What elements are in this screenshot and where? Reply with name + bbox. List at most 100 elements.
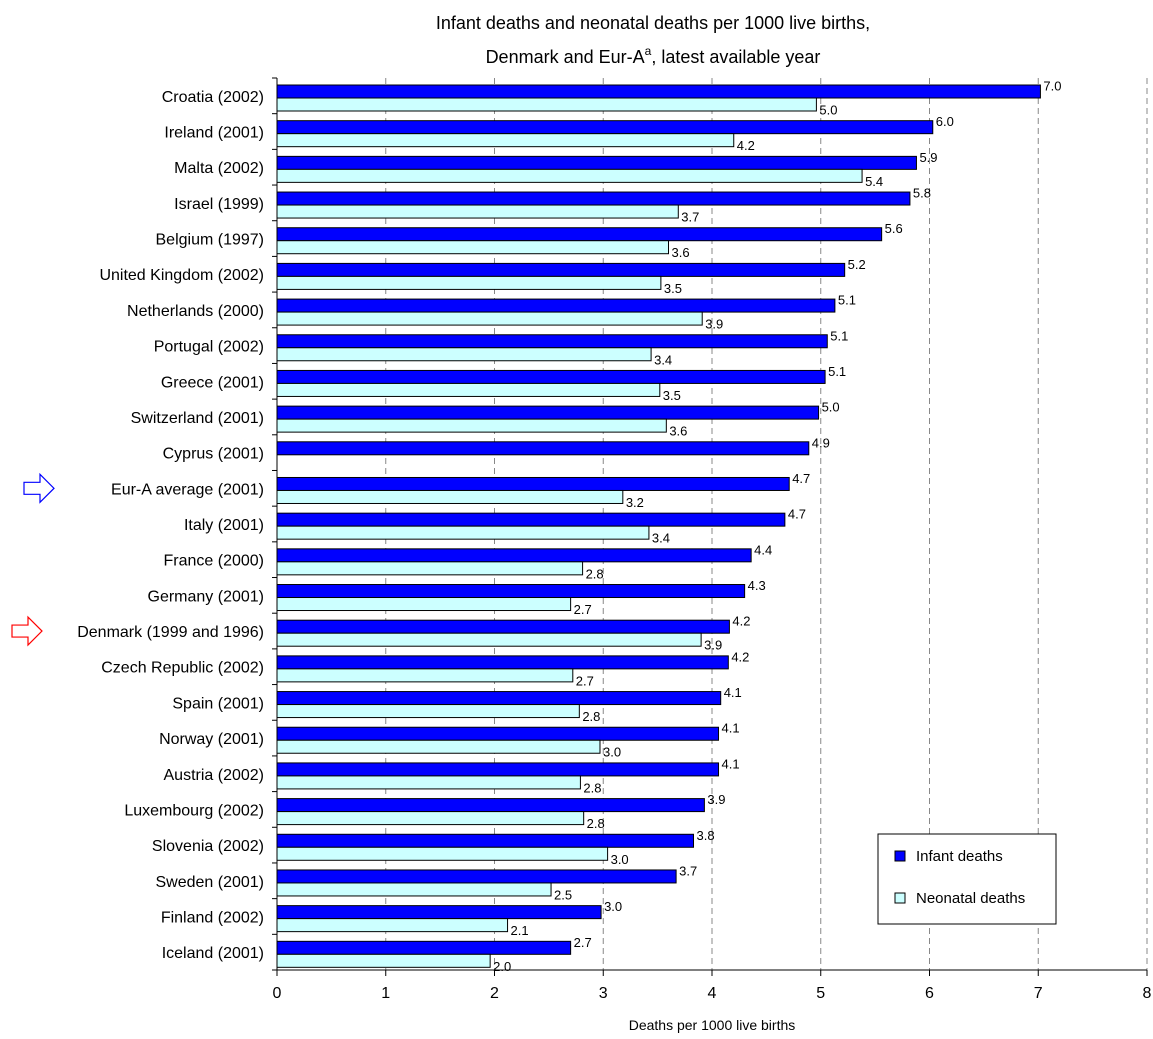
bar-neonatal-deaths	[276, 632, 702, 647]
bar-infant-deaths	[276, 655, 729, 670]
bar-neonatal-deaths	[276, 311, 703, 326]
data-label: 3.8	[697, 828, 715, 843]
data-label: 5.0	[819, 103, 837, 118]
category-label: Cyprus (2001)	[163, 446, 264, 463]
bar-infant-deaths	[276, 619, 730, 634]
category-label: Italy (2001)	[184, 517, 264, 534]
bar-neonatal-deaths	[276, 846, 609, 861]
category-label: Denmark (1999 and 1996)	[77, 624, 264, 641]
data-label: 4.1	[722, 721, 740, 736]
data-label: 3.9	[705, 317, 723, 332]
legend-swatch-neonatal	[894, 892, 906, 904]
arrow-icon	[23, 472, 55, 504]
category-label: United Kingdom (2002)	[99, 267, 264, 284]
legend: Infant deaths Neonatal deaths	[877, 833, 1057, 925]
bar-infant-deaths	[276, 691, 722, 706]
category-label: Ireland (2001)	[164, 125, 264, 142]
data-label: 3.6	[672, 245, 690, 260]
legend-label-infant: Infant deaths	[916, 848, 1003, 865]
data-label: 6.0	[936, 114, 954, 129]
bar-infant-deaths	[276, 84, 1041, 99]
bar-neonatal-deaths	[276, 668, 574, 683]
category-labels: Croatia (2002) Ireland (2001) Malta (2002)…	[77, 77, 277, 971]
bar-infant-deaths	[276, 441, 810, 456]
category-label: Finland (2002)	[161, 909, 264, 926]
data-label: 5.1	[828, 364, 846, 379]
data-label: 2.5	[554, 887, 572, 902]
data-label: 4.3	[748, 578, 766, 593]
category-label: Switzerland (2001)	[131, 410, 264, 427]
data-label: 3.4	[652, 531, 670, 546]
bar-neonatal-deaths	[276, 918, 509, 933]
data-label: 2.7	[574, 935, 592, 950]
data-label: 4.4	[754, 542, 772, 557]
data-label: 4.2	[731, 649, 749, 664]
bar-neonatal-deaths	[276, 597, 572, 612]
bar-infant-deaths	[276, 120, 934, 135]
data-label: 3.5	[663, 388, 681, 403]
data-label: 3.4	[654, 352, 672, 367]
bar-infant-deaths	[276, 155, 917, 170]
bar-infant-deaths	[276, 762, 720, 777]
data-label: 3.0	[604, 899, 622, 914]
bar-infant-deaths	[276, 369, 826, 384]
bar-infant-deaths	[276, 940, 572, 955]
data-label: 3.9	[707, 792, 725, 807]
data-label: 2.7	[576, 673, 594, 688]
chart-title-line1: Infant deaths and neonatal deaths per 10…	[436, 13, 870, 33]
category-label: Israel (1999)	[174, 196, 264, 213]
category-label: Eur-A average (2001)	[111, 481, 264, 498]
category-label: France (2000)	[164, 553, 265, 570]
x-axis-title: Deaths per 1000 live births	[629, 1017, 796, 1033]
bar-neonatal-deaths	[276, 418, 667, 433]
category-label: Croatia (2002)	[162, 89, 264, 106]
data-label: 2.0	[493, 959, 511, 974]
data-label: 3.7	[681, 210, 699, 225]
category-label: Belgium (1997)	[156, 232, 265, 249]
arrow-markers	[11, 472, 55, 647]
data-label: 3.0	[603, 745, 621, 760]
category-label: Czech Republic (2002)	[101, 660, 264, 677]
bar-neonatal-deaths	[276, 953, 491, 968]
data-label: 5.6	[885, 221, 903, 236]
bar-neonatal-deaths	[276, 811, 585, 826]
bar-infant-deaths	[276, 726, 720, 741]
bar-labels: 7.0 5.0 6.0 4.2 5.9 5.4 5.8 3.7 5.6 3.6 5.2 3.5 5.1 3…	[493, 79, 1061, 974]
bar-neonatal-deaths	[276, 382, 661, 397]
bar-infant-deaths	[276, 548, 752, 563]
data-label: 3.5	[664, 281, 682, 296]
category-label: Sweden (2001)	[155, 874, 264, 891]
bar-neonatal-deaths	[276, 240, 669, 255]
category-label: Malta (2002)	[174, 160, 264, 177]
data-label: 2.8	[582, 709, 600, 724]
data-label: 4.2	[737, 138, 755, 153]
bar-neonatal-deaths	[276, 775, 581, 790]
data-label: 2.7	[574, 602, 592, 617]
data-label: 2.8	[586, 566, 604, 581]
chart-title-line2-sup: a	[645, 44, 652, 58]
bar-infant-deaths	[276, 798, 705, 813]
bar-neonatal-deaths	[276, 561, 584, 576]
legend-swatch-infant	[894, 850, 906, 862]
x-tick-label: 8	[1143, 985, 1152, 1002]
category-label: Germany (2001)	[148, 588, 265, 605]
bar-neonatal-deaths	[276, 168, 863, 183]
bar-neonatal-deaths	[276, 204, 679, 219]
data-label: 3.7	[679, 863, 697, 878]
x-tick-label: 3	[599, 985, 608, 1002]
data-label: 5.8	[913, 186, 931, 201]
x-tick-label: 0	[273, 985, 282, 1002]
data-label: 3.2	[626, 495, 644, 510]
data-label: 5.4	[865, 174, 883, 189]
data-label: 4.1	[722, 756, 740, 771]
chart-title-line2-suffix: , latest available year	[651, 47, 820, 67]
data-label: 5.2	[848, 257, 866, 272]
data-label: 2.1	[511, 923, 529, 938]
category-label: Spain (2001)	[172, 695, 264, 712]
x-tick-label: 2	[490, 985, 499, 1002]
bar-neonatal-deaths	[276, 275, 662, 290]
data-label: 4.2	[732, 614, 750, 629]
data-label: 2.8	[583, 780, 601, 795]
data-label: 3.0	[611, 852, 629, 867]
